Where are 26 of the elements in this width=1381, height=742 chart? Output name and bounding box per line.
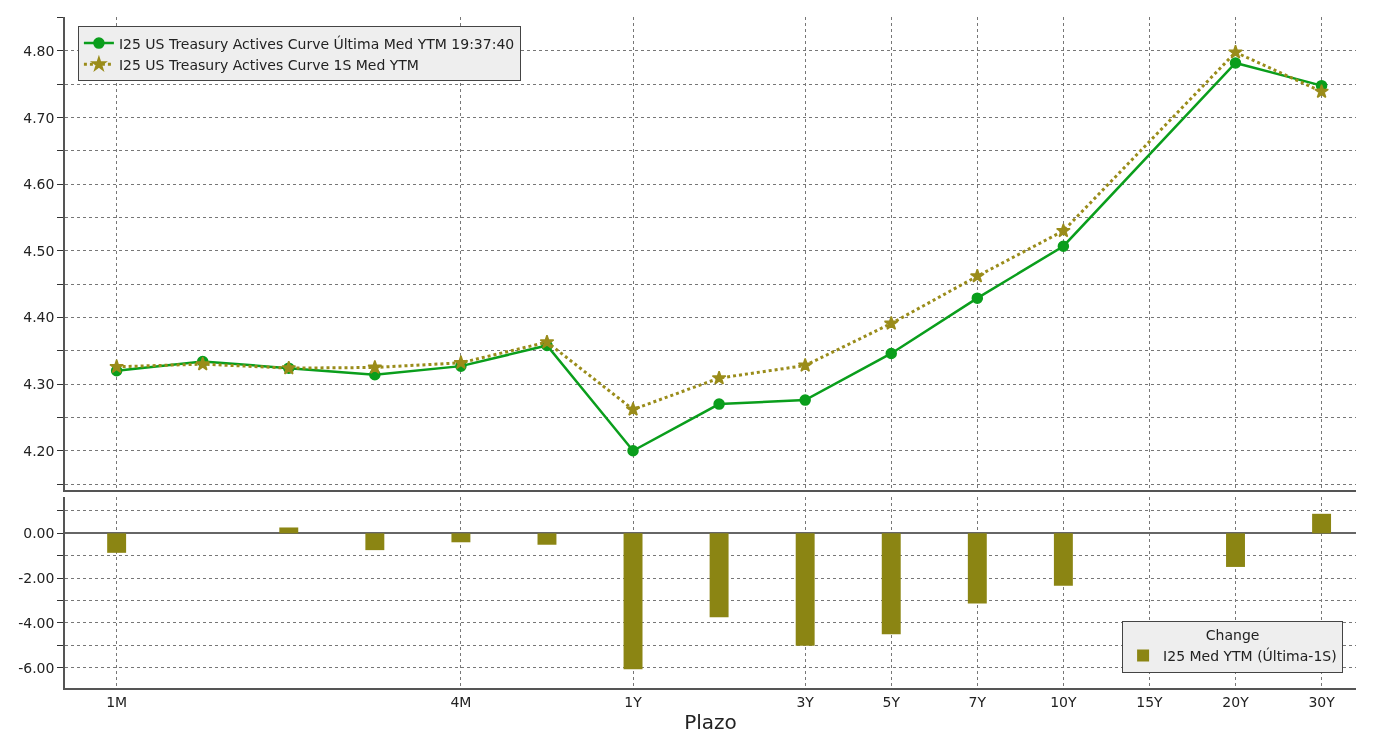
y-tick-label: 4.30: [23, 376, 55, 393]
y-tick-label: -4.00: [18, 614, 55, 631]
x-tick-label: 15Y: [1136, 693, 1164, 710]
y-tick-label: 4.40: [23, 309, 55, 326]
x-tick-label: 1M: [106, 693, 128, 710]
x-tick-label: 4M: [450, 693, 472, 710]
legend-label: I25 Med YTM (Última-1S): [1163, 647, 1337, 665]
y-tick-label: 4.60: [23, 176, 55, 193]
legend-label: I25 US Treasury Actives Curve 1S Med YTM: [118, 56, 419, 73]
x-tick-label: 1Y: [624, 693, 643, 710]
x-tick-label: 7Y: [968, 693, 987, 710]
x-axis-title: Plazo: [684, 709, 737, 734]
legend-title: Change: [1205, 626, 1260, 643]
y-tick-label: 4.70: [23, 109, 55, 126]
y-tick-label: 4.50: [23, 242, 55, 259]
x-tick-label: 10Y: [1050, 693, 1077, 710]
x-tick-label: 30Y: [1308, 693, 1336, 710]
y-tick-label: -2.00: [18, 570, 55, 587]
y-tick-label: 4.80: [23, 42, 55, 59]
y-tick-label: 4.20: [23, 442, 55, 459]
y-tick-label: -6.00: [18, 659, 55, 676]
y-tick-label: 0.00: [23, 525, 55, 542]
legend-label: I25 US Treasury Actives Curve Última Med YTM 19:37:40: [118, 34, 515, 52]
x-tick-label: 20Y: [1222, 693, 1250, 710]
x-tick-label: 5Y: [882, 693, 901, 710]
x-tick-label: 3Y: [796, 693, 815, 710]
